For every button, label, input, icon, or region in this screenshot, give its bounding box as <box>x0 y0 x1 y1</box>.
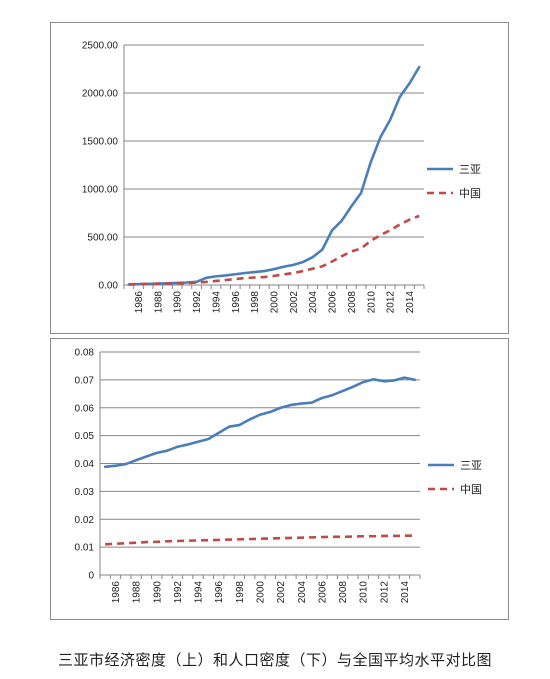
y-tick-label: 0.02 <box>75 515 95 526</box>
legend-label-sanya: 三亚 <box>460 459 482 472</box>
x-tick-label: 2004 <box>297 581 308 604</box>
y-tick-label: 0.04 <box>75 459 95 470</box>
x-tick-label: 2006 <box>317 581 328 604</box>
x-tick-label: 1992 <box>192 291 203 314</box>
x-tick-label: 2014 <box>405 291 416 314</box>
population-density-svg: 0 0.01 0.02 0.03 0.04 0.05 0.06 0.07 0.08 1986 198… <box>75 348 482 604</box>
x-tick-label: 1992 <box>173 581 184 604</box>
x-tick-label: 1990 <box>152 581 163 604</box>
series-line-sanya <box>103 376 417 469</box>
series-line-sanya <box>127 65 421 286</box>
y-tick-label: 0.07 <box>75 375 95 386</box>
x-tick-label: 1990 <box>173 291 184 314</box>
x-tick-label: 2008 <box>338 581 349 604</box>
y-tick-label: 0 <box>88 571 94 582</box>
x-tick-label: 2002 <box>276 581 287 604</box>
series-line-china <box>128 214 420 286</box>
population-density-chart: 0 0.01 0.02 0.03 0.04 0.05 0.06 0.07 0.08 1986 198… <box>50 338 509 620</box>
legend-label-china: 中国 <box>459 187 481 200</box>
x-tick-label: 2002 <box>289 291 300 314</box>
x-tick-label: 1988 <box>132 581 143 604</box>
x-tick-label: 2012 <box>379 581 390 604</box>
figure-caption: 三亚市经济密度（上）和人口密度（下）与全国平均水平对比图 <box>57 651 492 669</box>
x-tick-label: 2010 <box>359 581 370 604</box>
x-tick-label: 1998 <box>235 581 246 604</box>
x-tick-label: 2010 <box>366 291 377 314</box>
y-tick-label: 2000.00 <box>82 89 119 100</box>
x-tick-label: 1996 <box>214 581 225 604</box>
series-line-china <box>105 534 415 546</box>
x-tick-label: 1994 <box>194 581 205 604</box>
economic-density-svg: 0.00 500.00 1000.00 1500.00 2000.00 2500.00 19… <box>82 41 481 314</box>
x-tick-label: 1994 <box>211 291 222 314</box>
y-tick-label: 0.05 <box>75 431 95 442</box>
y-tick-label: 2500.00 <box>82 41 119 52</box>
economic-density-chart: 0.00 500.00 1000.00 1500.00 2000.00 2500.00 19… <box>50 22 509 334</box>
x-tick-label: 2006 <box>328 291 339 314</box>
x-tick-label: 2008 <box>347 291 358 314</box>
x-tick-label: 2014 <box>400 581 411 604</box>
y-tick-label: 0.06 <box>75 403 95 414</box>
y-tick-label: 500.00 <box>87 233 118 244</box>
legend-label-china: 中国 <box>460 483 482 496</box>
x-tick-label: 2000 <box>270 291 281 314</box>
y-tick-label: 1000.00 <box>82 185 119 196</box>
y-tick-label: 0.01 <box>75 543 95 554</box>
x-tick-label: 2012 <box>386 291 397 314</box>
y-tick-label: 0.08 <box>75 348 95 359</box>
x-tick-label: 2000 <box>256 581 267 604</box>
x-tick-label: 1986 <box>134 291 145 314</box>
x-tick-label: 1986 <box>111 581 122 604</box>
legend-label-sanya: 三亚 <box>459 163 481 176</box>
y-tick-label: 1500.00 <box>82 137 119 148</box>
x-tick-label: 1998 <box>250 291 261 314</box>
x-tick-label: 1988 <box>153 291 164 314</box>
x-tick-label: 2004 <box>308 291 319 314</box>
y-tick-label: 0.03 <box>75 487 95 498</box>
x-tick-label: 1996 <box>231 291 242 314</box>
y-tick-label: 0.00 <box>99 281 119 292</box>
